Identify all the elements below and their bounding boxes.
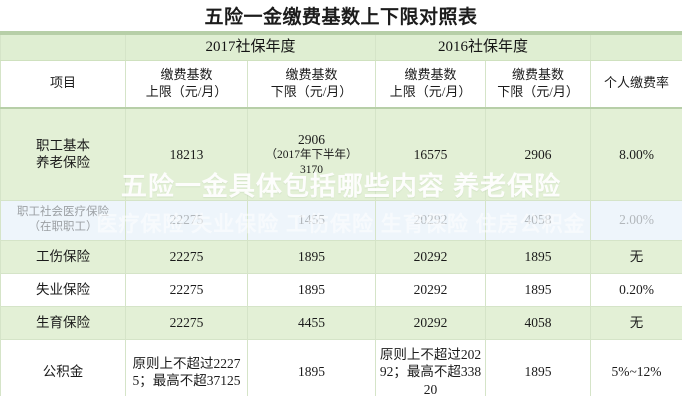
cell-2017-lower: 1895: [246, 338, 377, 400]
cell-2016-upper: 20292: [375, 239, 487, 274]
column-header-row: 项目 缴费基数 上限（元/月） 缴费基数 下限（元/月） 缴费基数 上限（元/月…: [0, 59, 682, 109]
col-header-item: 项目: [0, 59, 126, 109]
cell-2016-lower: 4058: [485, 199, 592, 241]
row-item-label-line2: （在职职工）: [28, 221, 98, 233]
table-title-bar: 五险一金缴费基数上下限对照表: [0, 0, 682, 33]
top-edge-strip: [0, 0, 682, 2]
col-header-2016-upper-line1: 缴费基数: [404, 67, 457, 83]
year-group-spacer-cell: [0, 33, 126, 61]
cell-2016-upper: 20292: [375, 305, 487, 340]
row-item-label: 失业保险: [0, 272, 126, 307]
cell-2017-lower: 1895: [246, 272, 377, 307]
cell-2017-upper: 22275: [125, 239, 248, 274]
col-header-2016-upper-line2: 上限（元/月）: [389, 83, 472, 99]
row-item-label: 工伤保险: [0, 239, 126, 274]
col-header-personal-rate-line1: 个人缴费率: [604, 75, 670, 91]
cell-personal-rate: 无: [590, 239, 682, 274]
row-item-label-line1: 职工社会医疗保险: [17, 206, 109, 219]
cell-2017-lower: 1455: [246, 199, 377, 241]
cell-2017-upper: 22275: [125, 305, 248, 340]
col-header-2016-lower-line2: 下限（元/月）: [497, 83, 579, 99]
col-header-2017-upper: 缴费基数 上限（元/月）: [125, 59, 248, 109]
col-header-2017-upper-line2: 上限（元/月）: [145, 83, 228, 99]
cell-2017-lower-note2: 3170: [300, 163, 323, 176]
table-row: 公积金 原则上不超过22275；最高不超37125 1895 原则上不超过202…: [0, 338, 682, 400]
row-item-label: 职工基本 养老保险: [0, 107, 126, 201]
row-item-label: 生育保险: [0, 305, 126, 340]
cell-2017-upper: 原则上不超过22275；最高不超37125: [125, 338, 248, 400]
year-group-2017: 2017社保年度: [124, 33, 377, 61]
cell-personal-rate: 5%~12%: [590, 338, 682, 400]
cell-2017-lower-main: 2906: [298, 131, 325, 147]
row-item-label-line2: 养老保险: [36, 155, 90, 171]
cell-2016-upper: 20292: [375, 272, 487, 307]
contribution-base-table: 2017社保年度 2016社保年度 项目 缴费基数 上限（元/月） 缴费基数 下…: [0, 33, 682, 400]
col-header-2016-lower: 缴费基数 下限（元/月）: [485, 59, 592, 109]
col-header-2017-lower-line1: 缴费基数: [285, 67, 338, 83]
cell-personal-rate: 0.20%: [590, 272, 682, 307]
year-group-2016: 2016社保年度: [375, 33, 592, 61]
cell-2016-upper: 16575: [375, 107, 487, 201]
col-header-2017-lower: 缴费基数 下限（元/月）: [246, 59, 377, 109]
year-group-header-row: 2017社保年度 2016社保年度: [0, 33, 682, 61]
bottom-edge-strip: [0, 396, 682, 400]
cell-2017-lower: 4455: [246, 305, 377, 340]
cell-2017-lower: 1895: [246, 239, 377, 274]
col-header-item-line1: 项目: [49, 75, 76, 91]
cell-2016-lower: 4058: [485, 305, 592, 340]
table-row: 失业保险 22275 1895 20292 1895 0.20%: [0, 272, 682, 307]
cell-2016-upper: 20292: [375, 199, 487, 241]
cell-2017-lower: 2906 （2017年下半年） 3170: [246, 107, 377, 201]
cell-2016-lower: 2906: [485, 107, 592, 201]
cell-2016-lower: 1895: [485, 272, 592, 307]
cell-personal-rate: 无: [590, 305, 682, 340]
cell-2017-lower-note1: （2017年下半年）: [265, 149, 358, 162]
col-header-2016-upper: 缴费基数 上限（元/月）: [375, 59, 487, 109]
col-header-2017-lower-line2: 下限（元/月）: [270, 83, 353, 99]
cell-2017-upper: 22275: [125, 272, 248, 307]
row-item-label-line1: 职工基本: [36, 137, 90, 153]
col-header-personal-rate: 个人缴费率: [590, 59, 682, 109]
table-row: 职工社会医疗保险 （在职职工） 22275 1455 20292 4058 2.…: [0, 199, 682, 241]
cell-personal-rate: 8.00%: [590, 107, 682, 201]
cell-2017-upper: 18213: [125, 107, 248, 201]
table-row: 生育保险 22275 4455 20292 4058 无: [0, 305, 682, 340]
row-item-label: 公积金: [0, 338, 126, 400]
row-item-label: 职工社会医疗保险 （在职职工）: [0, 199, 126, 241]
col-header-2017-upper-line1: 缴费基数: [160, 67, 213, 83]
col-header-2016-lower-line1: 缴费基数: [512, 67, 565, 83]
cell-2017-upper: 22275: [125, 199, 248, 241]
page-title: 五险一金缴费基数上下限对照表: [204, 7, 478, 28]
cell-personal-rate: 2.00%: [590, 199, 682, 241]
cell-2016-lower: 1895: [485, 239, 592, 274]
year-group-rate-spacer: [590, 33, 682, 61]
cell-2016-upper: 原则上不超过20292；最高不超33820: [375, 338, 487, 400]
cell-2016-lower: 1895: [485, 338, 592, 400]
table-row: 工伤保险 22275 1895 20292 1895 无: [0, 239, 682, 274]
table-row: 职工基本 养老保险 18213 2906 （2017年下半年） 3170 165…: [0, 107, 682, 201]
